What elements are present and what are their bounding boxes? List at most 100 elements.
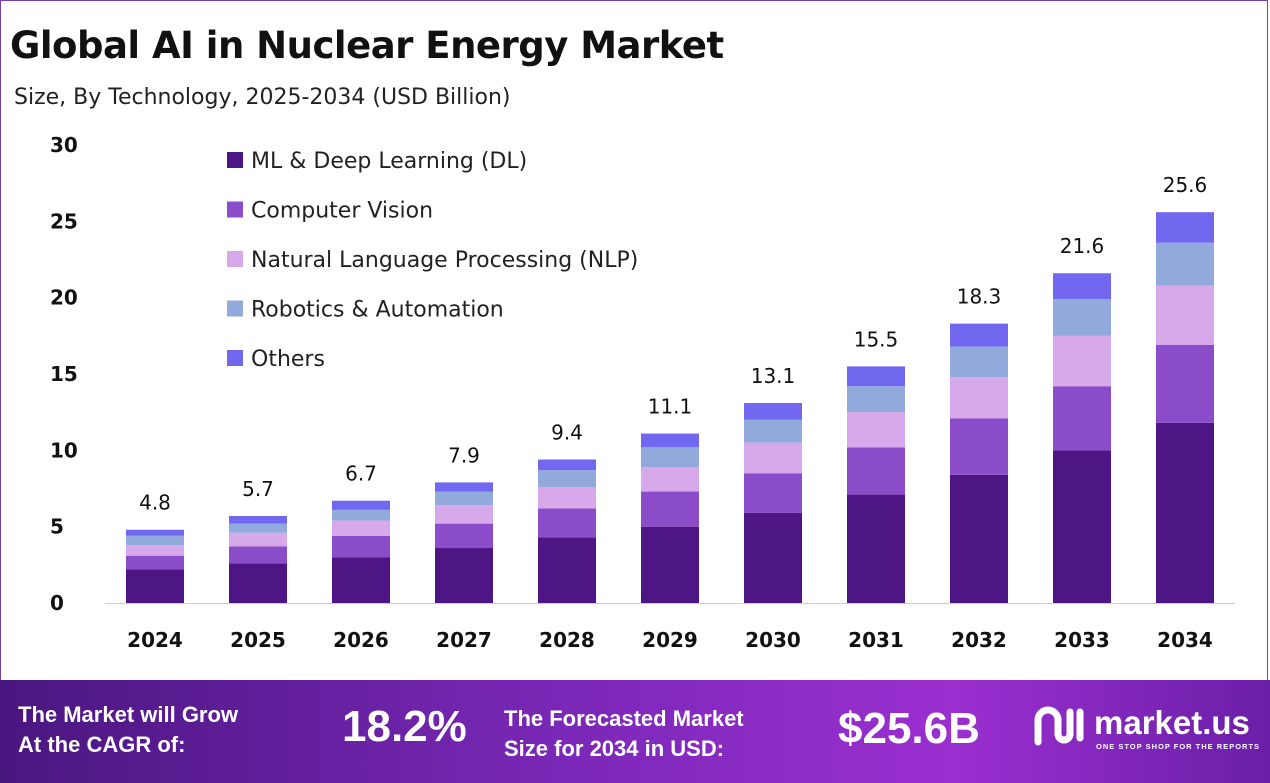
bar-segment-ml-deep-learning-dl-2031 (847, 494, 905, 603)
bar-segment-robotics-automation-2026 (332, 509, 390, 521)
bar-segment-others-2026 (332, 500, 390, 510)
bar-segment-robotics-automation-2028 (538, 470, 596, 487)
y-tick-label: 30 (50, 133, 78, 157)
bar-segment-others-2030 (744, 403, 802, 420)
data-label-total-2031: 15.5 (854, 327, 899, 351)
data-label-total-2024: 4.8 (139, 491, 171, 515)
bar-segment-others-2027 (435, 482, 493, 492)
bar-segment-robotics-automation-2032 (950, 346, 1008, 378)
bar-segment-robotics-automation-2030 (744, 419, 802, 443)
market-us-logo-icon (1034, 706, 1084, 746)
x-tick-label-2028: 2028 (539, 628, 595, 652)
bar-segment-natural-language-processing-nlp-2029 (641, 467, 699, 492)
bar-segment-natural-language-processing-nlp-2033 (1053, 335, 1111, 387)
forecast-value: $25.6B (838, 704, 980, 753)
legend-swatch-1 (227, 152, 243, 168)
legend-label-3: Natural Language Processing (NLP) (251, 248, 638, 273)
legend-swatch-2 (227, 201, 243, 218)
data-label-total-2026: 6.7 (345, 462, 377, 486)
legend-swatch-4 (227, 300, 243, 317)
bar-segment-others-2031 (847, 366, 905, 387)
bar-segment-ml-deep-learning-dl-2033 (1053, 450, 1111, 603)
data-label-total-2033: 21.6 (1060, 234, 1105, 258)
y-tick-label: 25 (50, 209, 78, 233)
stacked-bar-chart: 0510152025304.820245.720256.720267.92027… (50, 133, 1235, 652)
data-label-total-2034: 25.6 (1163, 173, 1208, 197)
y-tick-label: 10 (50, 438, 78, 462)
bar-segment-computer-vision-2028 (538, 508, 596, 538)
bar-segment-computer-vision-2027 (435, 523, 493, 549)
bar-segment-robotics-automation-2027 (435, 491, 493, 506)
bar-segment-natural-language-processing-nlp-2032 (950, 377, 1008, 419)
bar-segment-others-2024 (126, 529, 184, 536)
brand-tagline: ONE STOP SHOP FOR THE REPORTS (1096, 742, 1261, 751)
bar-segment-natural-language-processing-nlp-2027 (435, 505, 493, 524)
x-tick-label-2029: 2029 (642, 628, 698, 652)
x-tick-label-2032: 2032 (951, 628, 1007, 652)
x-tick-label-2031: 2031 (848, 628, 904, 652)
legend-label-5: Others (251, 347, 325, 372)
bar-segment-robotics-automation-2024 (126, 535, 184, 545)
bar-segment-computer-vision-2033 (1053, 386, 1111, 451)
bar-segment-ml-deep-learning-dl-2024 (126, 569, 184, 603)
bar-segment-natural-language-processing-nlp-2026 (332, 520, 390, 536)
bar-segment-computer-vision-2031 (847, 447, 905, 495)
bar-segment-robotics-automation-2029 (641, 447, 699, 468)
y-tick-label: 20 (50, 286, 78, 310)
data-label-total-2027: 7.9 (448, 443, 480, 467)
bar-segment-others-2032 (950, 323, 1008, 347)
bar-segment-computer-vision-2032 (950, 418, 1008, 475)
forecast-label-line1: The Forecasted Market (504, 706, 744, 731)
y-tick-label: 15 (50, 362, 78, 386)
bar-segment-robotics-automation-2025 (229, 523, 287, 533)
chart-subtitle: Size, By Technology, 2025-2034 (USD Bill… (14, 85, 511, 110)
data-label-total-2025: 5.7 (242, 477, 274, 501)
chart-frame (0, 0, 1268, 680)
bar-segment-computer-vision-2029 (641, 491, 699, 527)
bar-segment-computer-vision-2030 (744, 473, 802, 513)
bar-segment-ml-deep-learning-dl-2025 (229, 563, 287, 603)
x-tick-label-2026: 2026 (333, 628, 389, 652)
bar-segment-ml-deep-learning-dl-2030 (744, 512, 802, 603)
bar-segment-computer-vision-2034 (1156, 344, 1214, 423)
bar-segment-ml-deep-learning-dl-2034 (1156, 422, 1214, 603)
bar-segment-ml-deep-learning-dl-2029 (641, 526, 699, 603)
y-tick-label: 0 (50, 591, 64, 615)
bar-segment-others-2034 (1156, 212, 1214, 243)
brand-logo[interactable]: market.us ONE STOP SHOP FOR THE REPORTS (1032, 700, 1262, 770)
bar-segment-natural-language-processing-nlp-2028 (538, 486, 596, 509)
x-tick-label-2033: 2033 (1054, 628, 1110, 652)
cagr-label: The Market will Grow At the CAGR of: (18, 700, 238, 760)
legend-label-2: Computer Vision (251, 199, 433, 224)
bar-segment-robotics-automation-2031 (847, 386, 905, 413)
legend-label-1: ML & Deep Learning (DL) (251, 149, 527, 174)
data-label-total-2029: 11.1 (648, 395, 693, 419)
bar-segment-others-2028 (538, 459, 596, 471)
bar-segment-ml-deep-learning-dl-2028 (538, 537, 596, 603)
x-tick-label-2025: 2025 (230, 628, 286, 652)
legend-swatch-5 (227, 350, 243, 366)
cagr-label-line1: The Market will Grow (18, 702, 239, 727)
bar-segment-robotics-automation-2034 (1156, 242, 1214, 286)
bar-segment-natural-language-processing-nlp-2025 (229, 532, 287, 547)
legend-label-4: Robotics & Automation (251, 298, 504, 323)
cagr-label-line2: At the CAGR of: (18, 732, 186, 757)
data-label-total-2032: 18.3 (957, 285, 1002, 309)
x-tick-label-2027: 2027 (436, 628, 492, 652)
x-tick-label-2034: 2034 (1157, 628, 1213, 652)
bar-segment-ml-deep-learning-dl-2026 (332, 557, 390, 603)
brand-name: market.us (1094, 704, 1250, 741)
bar-segment-others-2025 (229, 515, 287, 524)
forecast-label-line2: Size for 2034 in USD: (504, 736, 725, 761)
legend-swatch-3 (227, 251, 243, 267)
bar-segment-computer-vision-2025 (229, 546, 287, 564)
bar-segment-computer-vision-2024 (126, 555, 184, 570)
bar-segment-ml-deep-learning-dl-2032 (950, 474, 1008, 603)
x-tick-label-2024: 2024 (127, 628, 183, 652)
data-label-total-2028: 9.4 (551, 420, 583, 444)
bar-segment-natural-language-processing-nlp-2034 (1156, 285, 1214, 345)
footer-banner: The Market will Grow At the CAGR of: 18.… (0, 680, 1270, 783)
bar-segment-ml-deep-learning-dl-2027 (435, 548, 493, 603)
forecast-label: The Forecasted Market Size for 2034 in U… (504, 704, 744, 764)
bar-segment-others-2033 (1053, 273, 1111, 300)
